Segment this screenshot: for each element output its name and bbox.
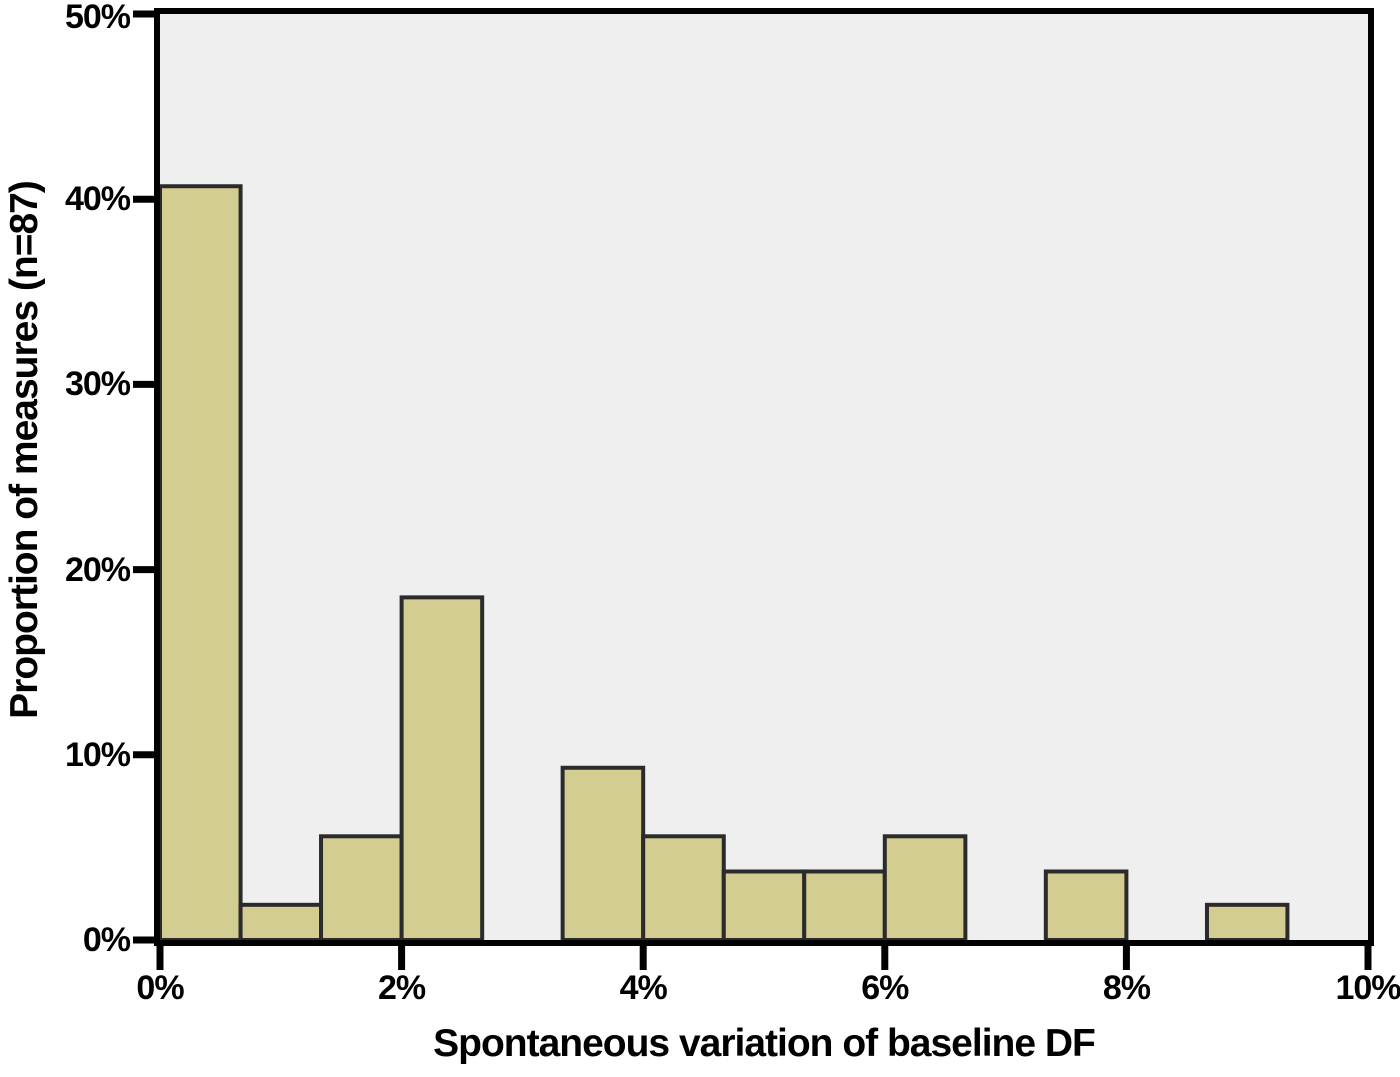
histogram-bar	[319, 834, 404, 943]
histogram-bar	[641, 834, 726, 943]
histogram-bar	[882, 834, 968, 943]
x-axis-title: Spontaneous variation of baseline DF	[433, 1022, 1096, 1065]
histogram-bar	[560, 765, 646, 942]
plot-area	[160, 14, 1368, 940]
histogram-bar	[1204, 902, 1290, 943]
histogram-bar	[158, 184, 243, 942]
histogram-bar	[721, 869, 807, 943]
plot-border	[154, 8, 1374, 946]
histogram-bar	[238, 902, 324, 943]
y-axis-title: Proportion of measures (n=87)	[3, 181, 46, 719]
histogram-bar	[399, 595, 485, 942]
histogram-bar	[802, 869, 887, 943]
histogram-bar	[1043, 869, 1129, 943]
